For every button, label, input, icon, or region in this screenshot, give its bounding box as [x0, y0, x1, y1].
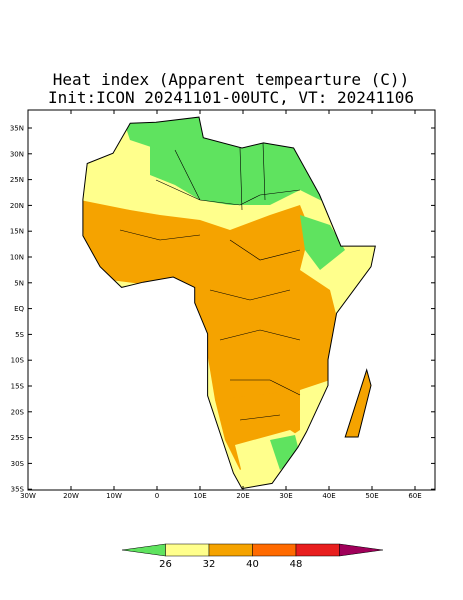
lon-label: 50E [365, 492, 378, 500]
lat-label: 25S [11, 434, 25, 442]
colorbar-segment [295, 543, 340, 557]
lon-label: 30E [279, 492, 292, 500]
lat-label: 5S [15, 331, 24, 339]
lat-label: 20N [10, 202, 24, 210]
lat-label: 20S [11, 408, 25, 416]
lat-label: 30N [10, 150, 24, 158]
colorbar-segment [339, 543, 384, 557]
africa-fill [82, 117, 376, 489]
coastline [82, 116, 376, 490]
lat-label: 10S [11, 357, 25, 365]
colorbar-segment [121, 543, 166, 557]
colorbar-segment [252, 543, 297, 557]
borders [119, 142, 301, 421]
madagascar [344, 368, 372, 438]
lat-label: 15N [10, 228, 24, 236]
lat-label: 25N [10, 176, 24, 184]
lat-label: 10N [10, 254, 24, 262]
colorbar-segment [165, 543, 210, 557]
lon-label: 30W [20, 492, 36, 500]
lat-label: 35N [10, 125, 24, 133]
lat-label: EQ [14, 305, 24, 313]
lon-label: 10E [193, 492, 206, 500]
lon-label: 40E [322, 492, 335, 500]
lat-label: 5N [14, 279, 24, 287]
lon-label: 20W [63, 492, 79, 500]
colorbar-segment [208, 543, 253, 557]
lat-label: 35S [11, 486, 25, 494]
lat-label: 15S [11, 383, 25, 391]
colorbar-label: 32 [203, 559, 216, 570]
title: Heat index (Apparent tempearture (C)) [53, 70, 409, 89]
subtitle: Init:ICON 20241101-00UTC, VT: 20241106 [48, 88, 414, 107]
lon-label: 0 [155, 492, 159, 500]
map-frame [27, 109, 436, 491]
colorbar-label: 26 [159, 559, 172, 570]
lat-label: 30S [11, 460, 25, 468]
lon-label: 60E [408, 492, 421, 500]
lon-label: 10W [106, 492, 122, 500]
lon-label: 20E [236, 492, 249, 500]
colorbar-label: 48 [290, 559, 303, 570]
colorbar-label: 40 [246, 559, 259, 570]
